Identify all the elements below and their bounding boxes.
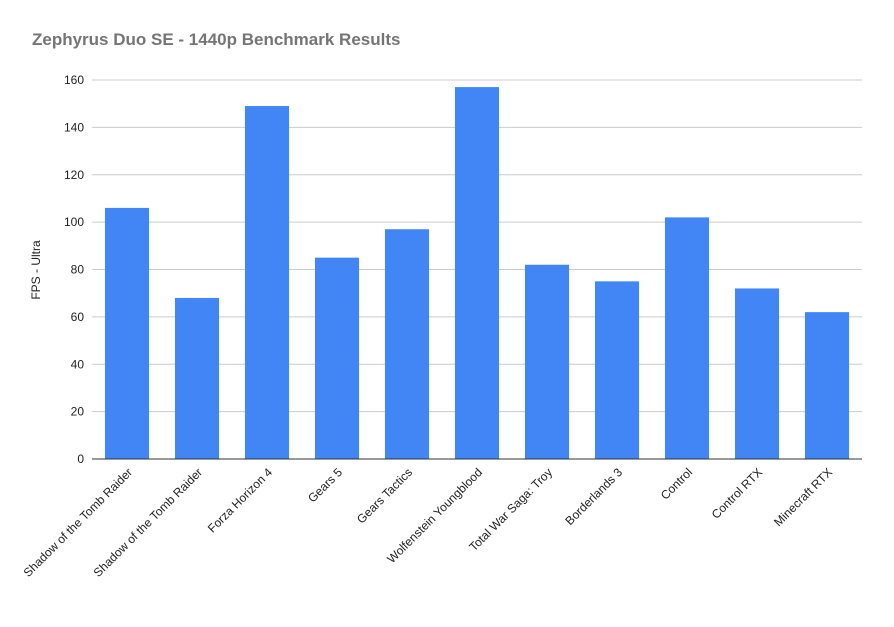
y-tick-label: 120 — [64, 168, 84, 182]
y-tick-label: 0 — [77, 452, 84, 466]
chart-title: Zephyrus Duo SE - 1440p Benchmark Result… — [32, 30, 401, 49]
x-tick-label: Borderlands 3 — [562, 465, 625, 528]
y-axis-label: FPS - Ultra — [29, 240, 43, 300]
bars — [104, 87, 850, 460]
bar — [244, 106, 290, 460]
y-tick-label: 60 — [71, 310, 85, 324]
x-tick-label: Shadow of the Tomb Raider — [21, 465, 135, 579]
x-tick-label: Minecraft RTX — [771, 465, 835, 529]
bar — [524, 264, 570, 459]
y-tick-label: 160 — [64, 73, 84, 87]
y-tick-label: 100 — [64, 215, 84, 229]
y-tick-label: 40 — [71, 357, 85, 371]
bar — [664, 217, 710, 459]
x-tick-label: Gears Tactics — [354, 465, 415, 526]
bar — [734, 288, 780, 459]
bar — [594, 281, 640, 459]
bar — [454, 87, 500, 459]
y-tick-label: 140 — [64, 120, 84, 134]
y-tick-label: 20 — [71, 405, 85, 419]
x-tick-label: Control — [658, 465, 695, 502]
y-axis-ticks: 0 20 40 60 80 100 120 140 160 — [64, 73, 84, 466]
bar — [104, 207, 150, 459]
bar — [314, 257, 360, 459]
bar — [384, 229, 430, 459]
y-tick-label: 80 — [71, 263, 85, 277]
x-tick-label: Gears 5 — [305, 465, 345, 505]
bar — [804, 312, 850, 459]
x-tick-label: Forza Horizon 4 — [205, 465, 275, 535]
bar — [174, 297, 220, 459]
x-tick-label: Control RTX — [709, 465, 765, 521]
